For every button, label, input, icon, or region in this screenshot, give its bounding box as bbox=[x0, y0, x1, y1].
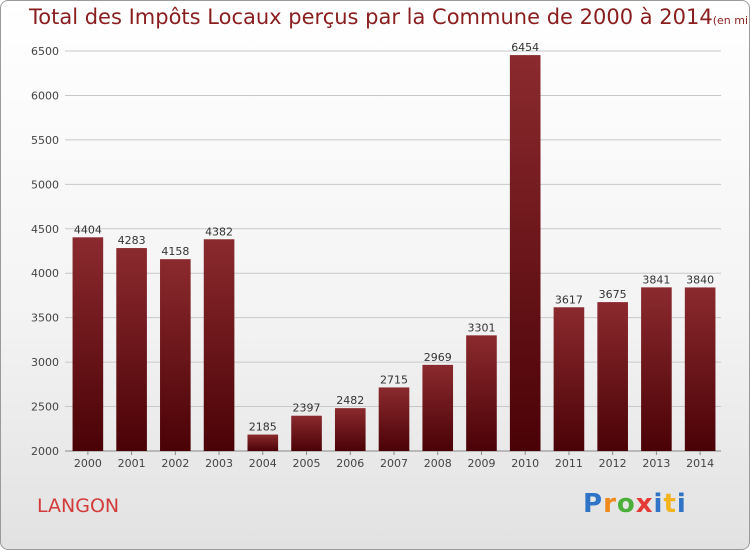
bar bbox=[422, 364, 454, 451]
bar bbox=[509, 55, 541, 451]
y-tick-label: 2000 bbox=[31, 445, 59, 458]
data-label: 3301 bbox=[467, 321, 495, 334]
commune-name: LANGON bbox=[37, 495, 120, 517]
unit-note: (en milliers d'€) bbox=[712, 14, 749, 27]
bar bbox=[72, 237, 104, 451]
y-tick-label: 3500 bbox=[31, 312, 59, 325]
data-label: 2715 bbox=[380, 373, 408, 386]
x-tick-label: 2004 bbox=[249, 457, 277, 470]
data-label: 3841 bbox=[642, 273, 670, 286]
bar bbox=[334, 408, 366, 451]
bar bbox=[597, 302, 628, 451]
data-label: 4158 bbox=[161, 245, 189, 258]
bar bbox=[203, 239, 235, 451]
y-tick-label: 6500 bbox=[31, 45, 59, 58]
data-labels: 4404 4283 4158 4382 2185 2397 2482 2715 2969 3301… bbox=[74, 41, 714, 433]
x-tick-label: 2010 bbox=[511, 457, 539, 470]
data-label: 4404 bbox=[74, 223, 102, 236]
y-tick-label: 2500 bbox=[31, 401, 59, 414]
chart-title-text: Total des Impôts Locaux perçus par la Co… bbox=[29, 5, 713, 29]
proxiti-logo[interactable]: Proxiti bbox=[583, 489, 687, 519]
x-axis: 2000 2001 2002 2003 2004 2005 2006 2007 2008 2009… bbox=[74, 451, 714, 470]
data-label: 2185 bbox=[249, 421, 277, 434]
data-label: 4382 bbox=[205, 225, 233, 238]
data-label: 2969 bbox=[424, 351, 452, 364]
bar bbox=[116, 248, 147, 451]
chart-title: Total des Impôts Locaux perçus par la Co… bbox=[29, 5, 749, 29]
x-tick-label: 2008 bbox=[424, 457, 452, 470]
x-tick-label: 2013 bbox=[642, 457, 670, 470]
bar bbox=[160, 259, 191, 451]
bar bbox=[553, 307, 585, 451]
bar bbox=[684, 287, 716, 451]
data-label: 3617 bbox=[555, 293, 583, 306]
bar bbox=[641, 287, 672, 451]
x-tick-label: 2003 bbox=[205, 457, 233, 470]
y-axis: 2000 2500 3000 3500 4000 4500 5000 5500 6000 6500 bbox=[31, 45, 59, 458]
x-tick-label: 2000 bbox=[74, 457, 102, 470]
y-tick-label: 3000 bbox=[31, 356, 59, 369]
bars bbox=[72, 55, 716, 451]
x-tick-label: 2007 bbox=[380, 457, 408, 470]
data-label: 2397 bbox=[293, 402, 321, 415]
y-tick-label: 4500 bbox=[31, 223, 59, 236]
x-tick-label: 2002 bbox=[161, 457, 189, 470]
x-tick-label: 2009 bbox=[467, 457, 495, 470]
x-tick-label: 2012 bbox=[599, 457, 627, 470]
data-label: 4283 bbox=[118, 234, 146, 247]
bar bbox=[378, 387, 410, 451]
data-label: 6454 bbox=[511, 41, 539, 54]
y-tick-label: 5000 bbox=[31, 178, 59, 191]
bar bbox=[291, 415, 322, 451]
data-label: 2482 bbox=[336, 394, 364, 407]
y-tick-label: 4000 bbox=[31, 267, 59, 280]
x-tick-label: 2001 bbox=[118, 457, 146, 470]
x-tick-label: 2014 bbox=[686, 457, 714, 470]
bar bbox=[466, 335, 497, 451]
bar bbox=[247, 434, 279, 451]
x-tick-label: 2011 bbox=[555, 457, 583, 470]
x-tick-label: 2005 bbox=[293, 457, 321, 470]
data-label: 3675 bbox=[599, 288, 627, 301]
y-tick-label: 5500 bbox=[31, 134, 59, 147]
y-tick-label: 6000 bbox=[31, 89, 59, 102]
x-tick-label: 2006 bbox=[336, 457, 364, 470]
data-label: 3840 bbox=[686, 273, 714, 286]
